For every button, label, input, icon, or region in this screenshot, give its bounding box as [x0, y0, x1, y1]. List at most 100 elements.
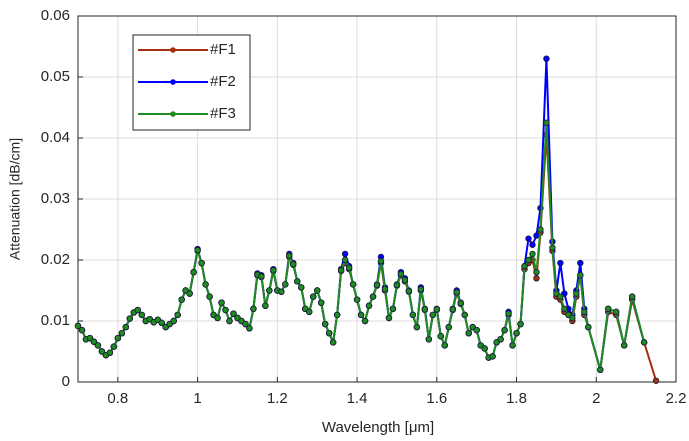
data-point [429, 311, 437, 319]
data-point [453, 289, 460, 296]
data-point [170, 317, 177, 325]
data-point [317, 299, 325, 306]
data-point [214, 314, 221, 322]
y-axis-label: Attenuation [dB/cm] [7, 138, 23, 260]
x-tick-label: 0.8 [107, 390, 128, 407]
data-point [533, 275, 540, 282]
data-point [345, 264, 353, 272]
data-point [473, 326, 480, 334]
data-point [381, 286, 389, 293]
data-point [278, 288, 285, 295]
data-point [537, 226, 544, 233]
data-point [569, 314, 576, 322]
data-point [310, 293, 317, 300]
data-point [417, 286, 425, 293]
data-point [134, 306, 141, 314]
data-point [262, 302, 269, 309]
data-point [110, 343, 118, 350]
data-point [90, 338, 98, 345]
data-point [441, 342, 448, 349]
data-point [405, 287, 413, 295]
data-point [190, 269, 197, 276]
data-point [433, 306, 440, 313]
data-point [597, 366, 604, 373]
data-point [585, 323, 592, 331]
data-point [505, 310, 512, 317]
series-line [77, 134, 658, 382]
data-point [286, 252, 293, 259]
data-point [74, 322, 82, 330]
data-point [361, 317, 369, 325]
data-point [126, 315, 134, 322]
data-point [246, 325, 253, 332]
data-point [445, 323, 452, 331]
data-point [230, 310, 237, 317]
data-point [517, 320, 524, 328]
data-point [652, 377, 660, 384]
x-tick-label: 2 [592, 390, 600, 407]
y-tick-label: 0.03 [41, 190, 70, 207]
data-point [226, 317, 233, 325]
data-point [365, 302, 373, 309]
data-point [158, 319, 165, 327]
data-point [413, 323, 421, 331]
data-point [481, 345, 488, 352]
data-point [341, 256, 349, 264]
data-point [529, 241, 536, 248]
data-point [250, 305, 257, 312]
data-point [353, 296, 361, 303]
data-point [258, 273, 265, 280]
data-point [321, 320, 329, 328]
data-point [461, 311, 468, 319]
data-point [118, 330, 126, 337]
data-point [341, 250, 349, 258]
data-point [242, 320, 249, 328]
x-tick-label: 1.2 [267, 390, 288, 407]
data-point [557, 259, 564, 267]
x-tick-label: 1.4 [347, 390, 368, 407]
data-point [78, 326, 86, 334]
legend: #F1 #F2 #F3 [132, 34, 251, 131]
data-point [465, 330, 472, 337]
data-point [198, 259, 205, 267]
data-point [509, 342, 516, 349]
data-point [573, 290, 580, 297]
data-point [270, 267, 277, 274]
y-tick-label: 0.04 [41, 129, 70, 146]
data-point [389, 305, 397, 312]
data-point [114, 334, 122, 342]
data-point [409, 311, 417, 319]
x-tick-label: 2.2 [666, 390, 687, 407]
data-point [513, 330, 520, 337]
data-point [218, 299, 225, 306]
data-point [529, 250, 536, 258]
data-point [325, 330, 333, 337]
series-line [77, 122, 646, 371]
data-point [437, 333, 444, 340]
data-point [577, 259, 584, 267]
legend-label: #F1 [210, 41, 236, 58]
data-point [577, 272, 584, 279]
data-point [401, 276, 409, 284]
data-point [329, 339, 337, 346]
legend-marker [170, 47, 176, 53]
plot-frame [77, 15, 677, 383]
data-point [581, 308, 588, 316]
x-tick-label: 1.6 [426, 390, 447, 407]
data-point [525, 256, 532, 264]
data-point [457, 300, 464, 307]
data-point [421, 306, 429, 313]
data-point [174, 311, 181, 319]
data-point [206, 293, 213, 300]
y-tick-label: 0.06 [41, 7, 70, 24]
x-tick-label: 1.8 [506, 390, 527, 407]
data-point [94, 342, 102, 349]
data-point [86, 334, 94, 342]
data-point [369, 293, 377, 300]
data-point [397, 270, 405, 278]
data-point [314, 287, 321, 294]
data-point [533, 232, 540, 239]
data-point [98, 348, 106, 355]
